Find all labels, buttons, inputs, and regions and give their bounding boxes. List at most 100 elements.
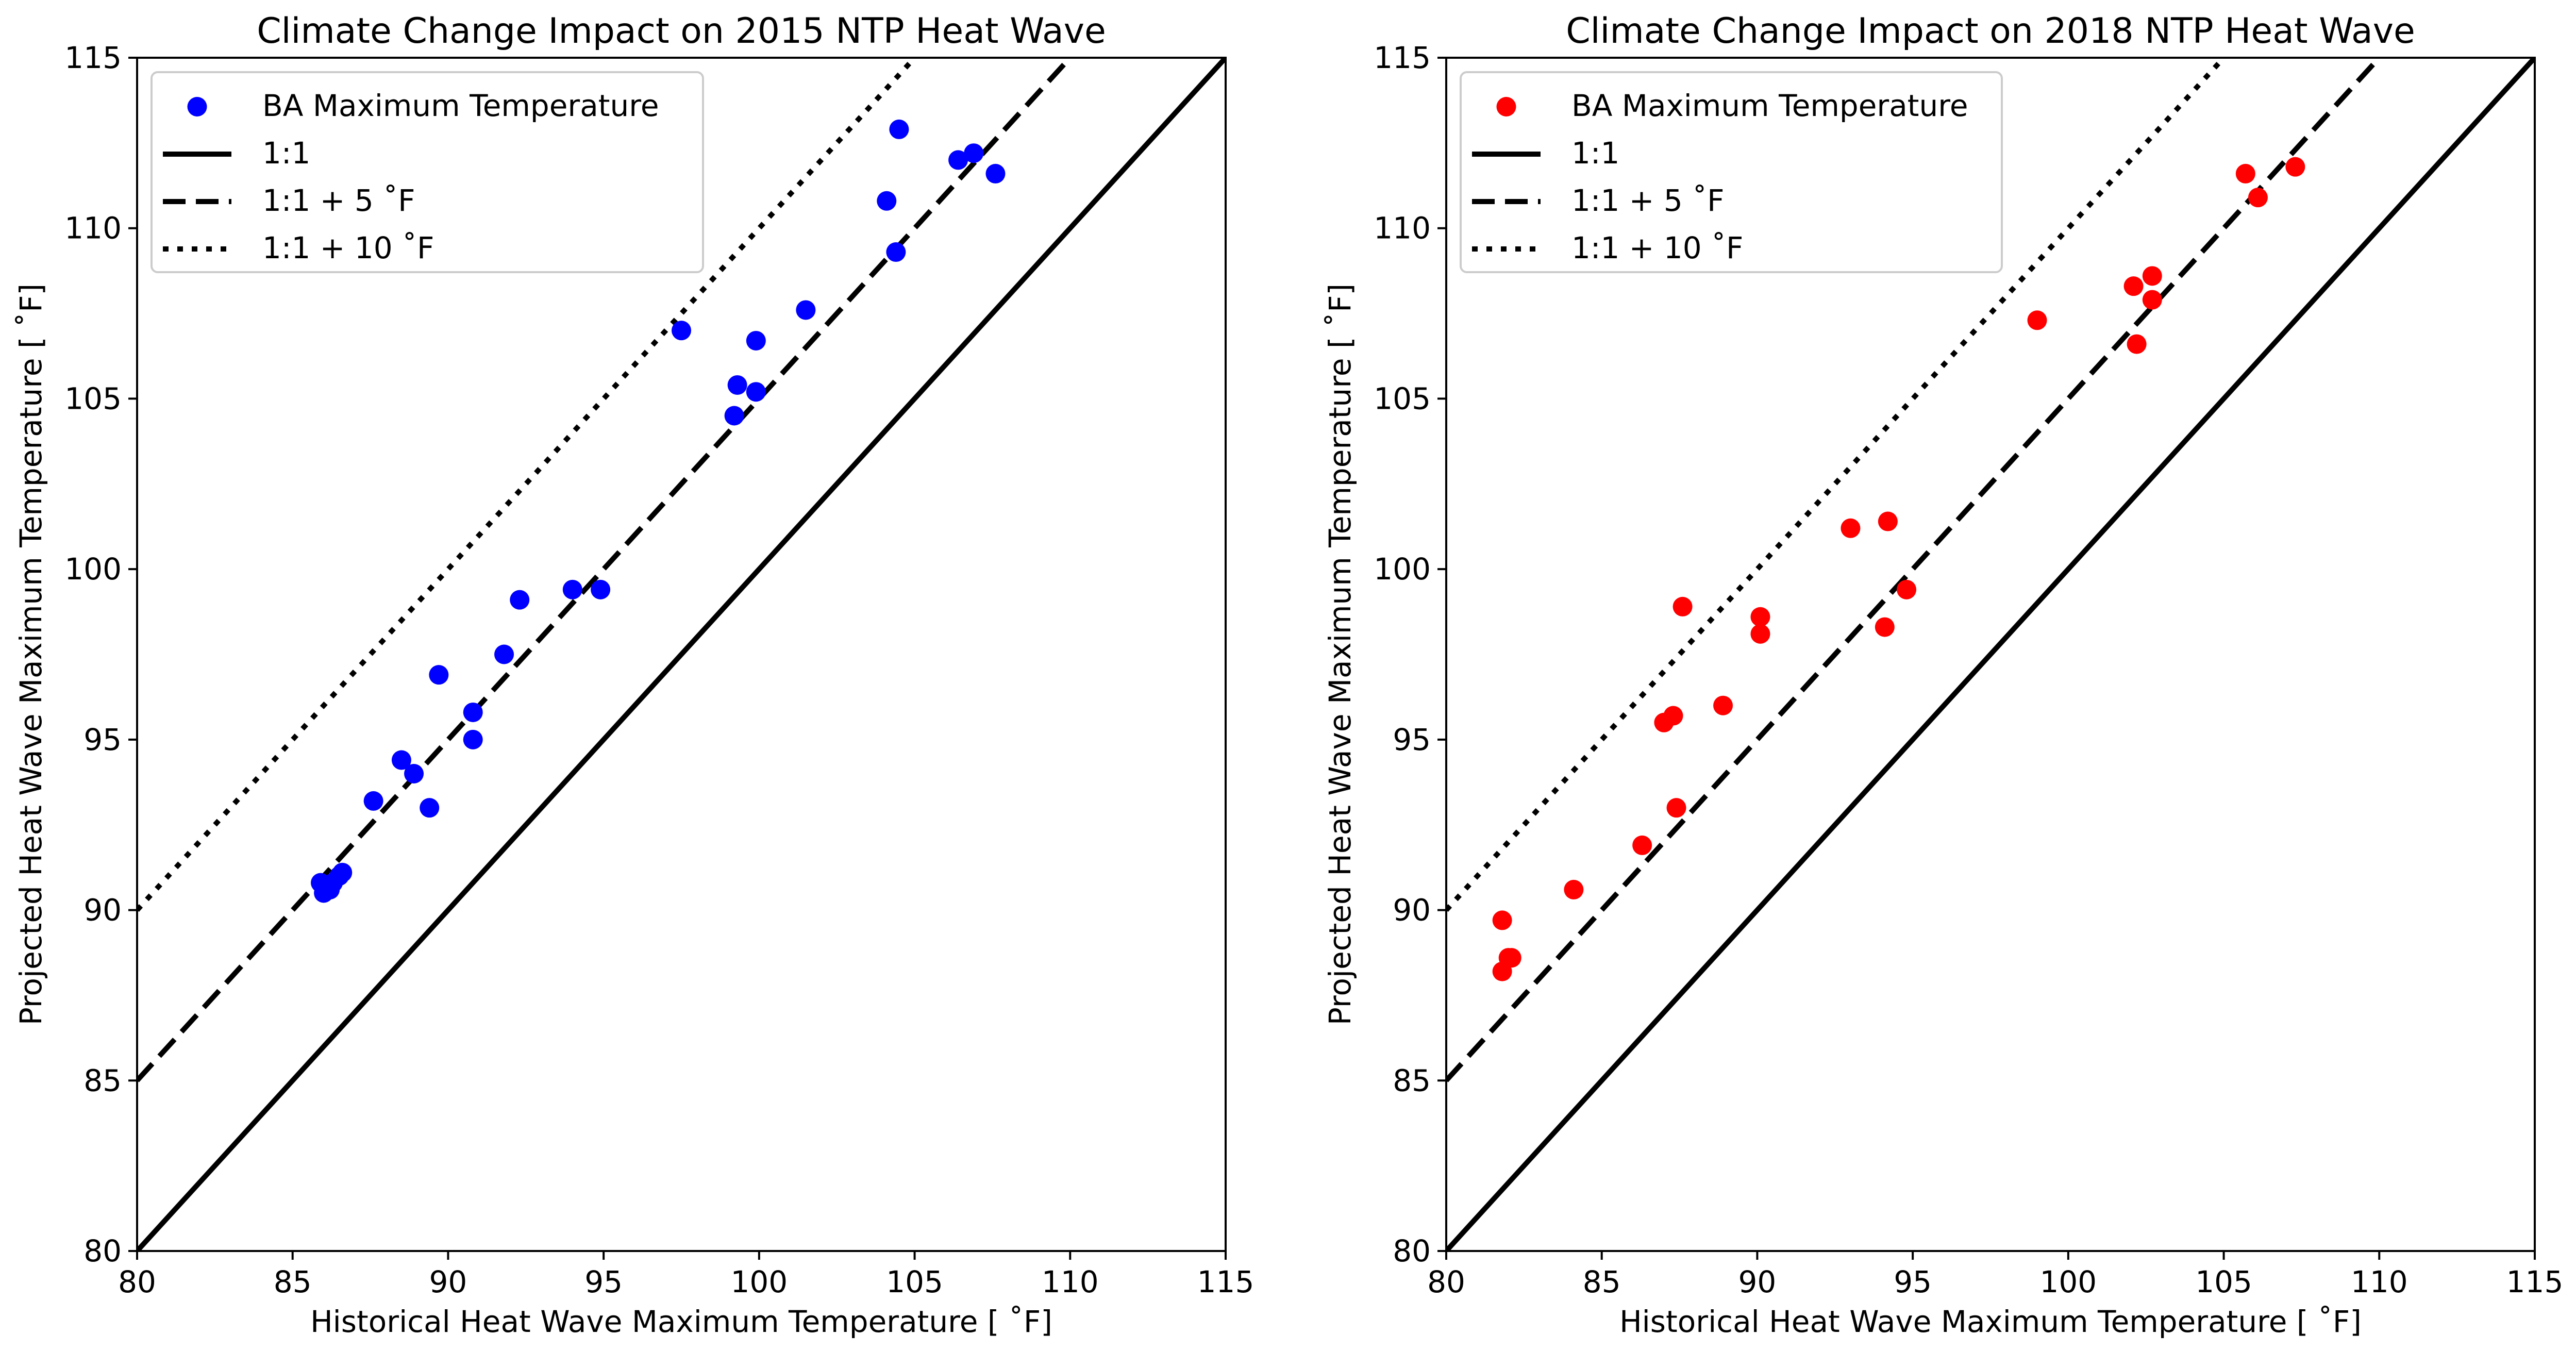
data-point <box>1492 910 1512 930</box>
x-tick-label: 105 <box>886 1264 943 1299</box>
y-tick-label: 85 <box>1393 1063 1431 1098</box>
data-point <box>404 764 424 783</box>
y-tick-label: 95 <box>1393 722 1431 757</box>
data-point <box>494 644 514 664</box>
data-point <box>463 702 483 722</box>
data-point <box>672 321 691 341</box>
x-tick-label: 95 <box>1894 1264 1932 1299</box>
x-axis-label: Historical Heat Wave Maximum Temperature… <box>310 1304 1052 1339</box>
data-point <box>1666 798 1686 818</box>
y-axis-label: Projected Heat Wave Maximum Temperature … <box>1323 283 1358 1025</box>
data-point <box>886 242 906 262</box>
legend-entry-label: BA Maximum Temperature <box>262 88 659 123</box>
data-point <box>889 119 909 139</box>
data-point <box>877 191 897 211</box>
x-axis-label: Historical Heat Wave Maximum Temperature… <box>1619 1304 2362 1339</box>
data-point <box>510 590 530 610</box>
data-point <box>332 862 353 882</box>
legend-entry-label: 1:1 <box>1571 136 1619 171</box>
data-point <box>1750 607 1770 627</box>
data-point <box>727 375 747 395</box>
x-tick-label: 80 <box>118 1264 156 1299</box>
data-point <box>1564 879 1584 899</box>
data-point <box>2127 334 2147 354</box>
y-tick-label: 90 <box>1393 893 1431 928</box>
data-point <box>420 798 440 818</box>
plot-frame <box>1445 57 2536 1252</box>
legend-entry-label: 1:1 + 10 ˚F <box>262 230 434 265</box>
y-tick-label: 115 <box>64 40 122 75</box>
y-axis-label: Projected Heat Wave Maximum Temperature … <box>13 283 48 1025</box>
data-point <box>2235 163 2255 184</box>
data-point <box>724 406 744 426</box>
data-point <box>2142 290 2162 310</box>
y-tick-label: 95 <box>83 722 122 757</box>
legend: BA Maximum Temperature 1:1 1:1 + 5 ˚F 1:1 +… <box>150 71 704 273</box>
legend-box <box>150 71 704 273</box>
reference-line-1-to-1 <box>137 58 1226 1251</box>
x-tick-label: 115 <box>1197 1264 1254 1299</box>
data-point <box>1875 617 1895 637</box>
x-tick-label: 85 <box>274 1264 312 1299</box>
scatter-points <box>311 119 1006 903</box>
data-point <box>1750 624 1770 644</box>
reference-line-1-to-1-plus-5 <box>1446 58 2383 1082</box>
legend-entry-label: 1:1 + 10 ˚F <box>1571 230 1743 265</box>
legend-marker <box>1496 97 1516 116</box>
legend-entry-label: 1:1 + 5 ˚F <box>1571 183 1725 218</box>
chart-panel-1: 80 85 90 95 100 105 110 115 80 85 90 95 100 105 110 115… <box>13 11 1254 1339</box>
plot-frame <box>136 57 1227 1252</box>
y-tick-label: 115 <box>1374 40 1431 75</box>
data-point <box>1897 579 1917 599</box>
legend-marker <box>187 97 207 116</box>
reference-lines <box>1446 58 2535 1251</box>
data-point <box>1841 518 1861 538</box>
data-point <box>363 791 383 811</box>
x-tick-label: 100 <box>730 1264 788 1299</box>
x-tick-label: 105 <box>2195 1264 2252 1299</box>
data-point <box>429 665 449 685</box>
y-tick-label: 80 <box>83 1233 122 1269</box>
data-point <box>1713 695 1733 715</box>
y-tick-label: 100 <box>64 552 122 587</box>
x-tick-label: 90 <box>1738 1264 1777 1299</box>
chart-title: Climate Change Impact on 2018 NTP Heat W… <box>1566 11 2415 52</box>
chart-panel-2: 80 85 90 95 100 105 110 115 80 85 90 95 100 105 110 115… <box>1323 11 2564 1339</box>
data-point <box>1501 948 1521 968</box>
x-tick-label: 115 <box>2506 1264 2564 1299</box>
data-point <box>796 300 816 320</box>
data-point <box>2142 266 2162 286</box>
data-point <box>562 579 582 599</box>
data-point <box>1632 835 1652 855</box>
x-tick-label: 85 <box>1583 1264 1621 1299</box>
x-tick-label: 90 <box>429 1264 467 1299</box>
data-point <box>1878 511 1898 531</box>
y-tick-label: 105 <box>64 381 122 416</box>
data-point <box>746 330 766 351</box>
x-tick-label: 95 <box>584 1264 623 1299</box>
legend-entry-label: 1:1 + 5 ˚F <box>262 183 415 218</box>
data-point <box>1672 596 1693 616</box>
data-point <box>391 750 411 770</box>
y-tick-label: 85 <box>83 1063 122 1098</box>
x-tick-label: 100 <box>2039 1264 2097 1299</box>
x-tick-label: 80 <box>1427 1264 1465 1299</box>
data-point <box>746 382 766 402</box>
y-tick-label: 100 <box>1374 552 1431 587</box>
reference-line-1-to-1 <box>1446 58 2535 1251</box>
data-point <box>985 163 1006 184</box>
data-point <box>964 143 984 163</box>
x-tick-label: 110 <box>2351 1264 2408 1299</box>
legend-entry-label: BA Maximum Temperature <box>1571 88 1968 123</box>
y-tick-label: 90 <box>83 893 122 928</box>
data-point <box>2285 157 2305 177</box>
data-point <box>591 579 611 599</box>
data-point <box>2123 276 2144 296</box>
y-tick-label: 105 <box>1374 381 1431 416</box>
x-tick-label: 110 <box>1042 1264 1099 1299</box>
y-tick-label: 110 <box>1374 211 1431 246</box>
data-point <box>2248 188 2268 208</box>
y-tick-label: 80 <box>1393 1233 1431 1269</box>
data-point <box>948 150 968 170</box>
data-point <box>463 729 483 749</box>
